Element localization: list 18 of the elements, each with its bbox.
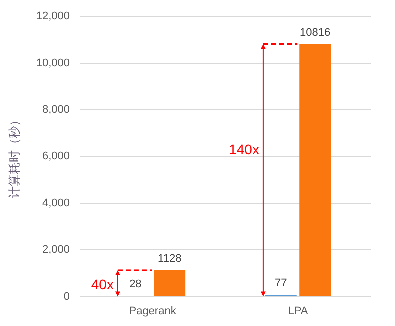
y-tick-label: 12,000 bbox=[36, 10, 70, 23]
annotation: 140x bbox=[229, 141, 260, 158]
x-tick-label: LPA bbox=[288, 305, 309, 318]
x-tick-label: Pagerank bbox=[129, 305, 177, 318]
y-axis-title: 计算耗时（秒） bbox=[7, 114, 22, 199]
bar bbox=[300, 44, 332, 296]
bar bbox=[154, 270, 186, 296]
y-tick-label: 0 bbox=[64, 290, 70, 303]
data-label: 1128 bbox=[158, 252, 182, 265]
data-label: 28 bbox=[130, 278, 142, 291]
data-label: 77 bbox=[275, 278, 288, 290]
y-tick-label: 10,000 bbox=[36, 57, 70, 70]
annotation: 40x bbox=[91, 276, 114, 292]
y-tick-label: 2,000 bbox=[42, 244, 70, 256]
data-label: 10816 bbox=[300, 26, 331, 39]
y-tick-label: 8,000 bbox=[42, 104, 70, 116]
y-tick-label: 4,000 bbox=[42, 197, 70, 210]
y-tick-label: 6,000 bbox=[42, 150, 70, 163]
